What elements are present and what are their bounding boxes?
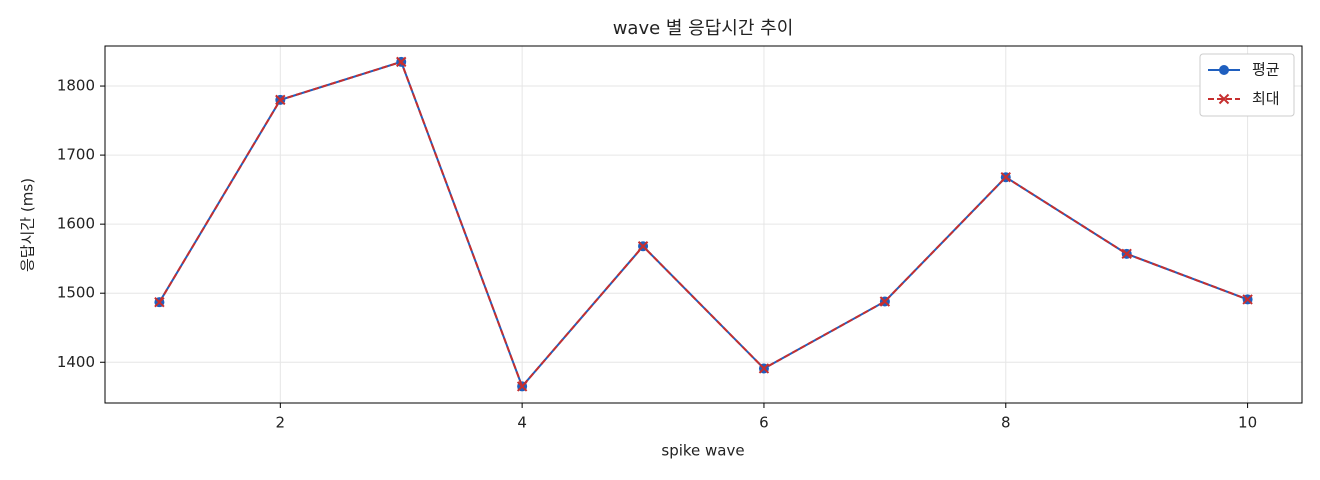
legend-box <box>1199 53 1295 117</box>
point <box>758 363 770 374</box>
legend-marker <box>1218 93 1230 105</box>
legend-marker <box>1219 65 1229 75</box>
point <box>637 241 649 252</box>
y-tick-label: 1800 <box>57 77 95 95</box>
point <box>275 94 286 106</box>
point <box>1242 294 1253 305</box>
y-axis-label: 응답시간 (ms) <box>19 178 37 272</box>
point <box>1000 171 1011 183</box>
point <box>396 56 407 68</box>
point <box>516 381 528 392</box>
x-axis-label: spike wave <box>661 442 744 460</box>
point <box>1121 248 1132 260</box>
y-tick-label: 1500 <box>57 284 95 302</box>
point <box>879 296 891 307</box>
chart-title: wave 별 응답시간 추이 <box>613 18 794 39</box>
x-tick-label: 8 <box>1001 414 1011 432</box>
x-tick-label: 2 <box>276 414 286 432</box>
point <box>154 296 165 308</box>
x-tick-label: 4 <box>517 414 527 432</box>
y-tick-label: 1700 <box>57 146 95 164</box>
x-tick-label: 6 <box>759 414 769 432</box>
y-tick-label: 1600 <box>57 215 95 233</box>
series-line <box>158 60 1248 389</box>
y-tick-label: 1400 <box>57 353 95 371</box>
legend-label: 평균 <box>1252 61 1280 79</box>
x-tick-label: 10 <box>1238 414 1257 432</box>
legend-label: 최대 <box>1252 90 1280 108</box>
plot-frame <box>104 45 1303 404</box>
